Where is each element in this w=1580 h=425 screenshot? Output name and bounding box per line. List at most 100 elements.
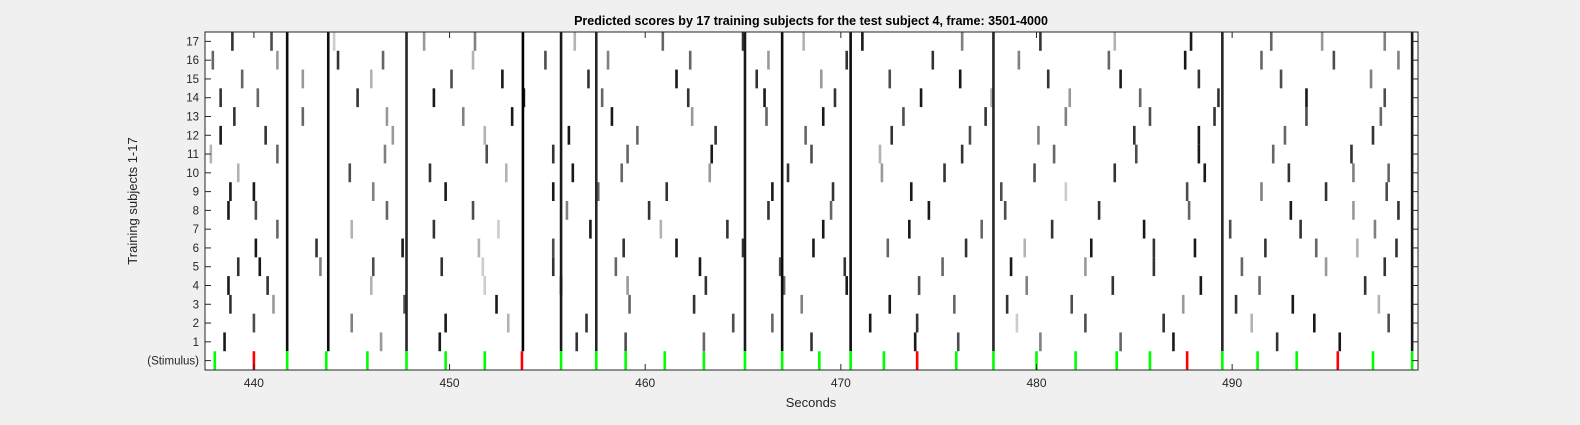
score-bar	[585, 313, 588, 333]
score-bar	[743, 32, 747, 352]
stimulus-event	[1148, 351, 1152, 370]
score-bar	[1221, 32, 1224, 352]
score-bar	[980, 219, 984, 239]
score-bar	[348, 163, 352, 183]
score-bar	[1395, 238, 1398, 258]
score-bar	[1369, 69, 1373, 89]
score-bar	[943, 163, 946, 183]
score-bar	[1152, 257, 1156, 277]
score-bar	[810, 332, 813, 352]
score-bar	[223, 332, 226, 352]
x-tick-label: 490	[1222, 376, 1242, 390]
score-bar	[771, 313, 774, 333]
stimulus-event	[252, 351, 256, 370]
score-bar	[1107, 50, 1111, 70]
score-bar	[800, 294, 804, 314]
score-bar	[391, 125, 395, 145]
score-bar	[495, 294, 498, 314]
score-bar	[240, 69, 244, 89]
score-bar	[1181, 294, 1185, 314]
score-bar	[483, 276, 487, 295]
score-bar	[405, 32, 408, 352]
score-bar	[902, 107, 905, 126]
score-bar	[422, 32, 426, 51]
score-bar	[1332, 50, 1336, 70]
score-bar	[1250, 313, 1253, 333]
score-bar	[510, 107, 514, 126]
score-bar	[1113, 163, 1117, 183]
score-bar	[326, 32, 330, 352]
score-bar	[636, 125, 639, 145]
score-bar	[1352, 201, 1355, 220]
score-bar	[908, 219, 911, 239]
score-bar	[622, 238, 625, 258]
score-bar	[755, 69, 759, 89]
score-bar	[1324, 257, 1328, 277]
score-bar	[236, 163, 240, 183]
stimulus-event	[849, 351, 852, 370]
score-bar	[1260, 50, 1263, 70]
score-bar	[878, 144, 882, 164]
score-bar	[1397, 50, 1400, 70]
score-bar	[1037, 125, 1040, 145]
score-bar	[726, 219, 729, 239]
stimulus-event	[213, 351, 217, 370]
score-bar	[665, 182, 669, 201]
score-bar	[763, 88, 766, 108]
score-bar	[1046, 69, 1050, 89]
score-bar	[868, 313, 872, 333]
score-bar	[229, 182, 232, 201]
score-bar	[254, 238, 258, 258]
score-bar	[620, 163, 624, 183]
score-bar	[1084, 257, 1087, 277]
score-bar	[626, 144, 629, 164]
score-bar	[1172, 332, 1175, 352]
y-tick-label: 8	[193, 205, 199, 217]
stimulus-event	[405, 351, 408, 370]
stimulus-event	[366, 351, 369, 370]
score-bar	[1217, 88, 1220, 108]
stimulus-event	[818, 351, 821, 370]
score-bar	[211, 50, 215, 70]
score-bar	[1187, 201, 1191, 220]
score-bar	[381, 50, 385, 70]
score-bar	[401, 238, 404, 258]
score-bar	[1023, 238, 1027, 258]
score-bar	[1039, 332, 1042, 352]
stimulus-event	[992, 351, 995, 370]
score-bar	[845, 50, 849, 70]
score-bar	[266, 276, 269, 295]
score-bar	[1320, 32, 1324, 51]
score-bar	[741, 238, 745, 258]
score-bar	[461, 107, 465, 126]
score-bar	[1138, 88, 1142, 108]
score-bar	[497, 219, 500, 239]
score-bar	[254, 201, 258, 220]
x-axis-label: Seconds	[786, 395, 837, 410]
score-bar	[821, 107, 825, 126]
score-bar	[231, 32, 234, 51]
score-bar	[600, 88, 604, 108]
score-bar	[544, 50, 547, 70]
score-bar	[1113, 32, 1117, 51]
score-bar	[233, 107, 236, 126]
score-bar	[1003, 201, 1007, 220]
score-bar	[917, 276, 921, 295]
stimulus-event	[1074, 351, 1077, 370]
score-bar	[567, 125, 571, 145]
y-tick-label: 2	[193, 318, 199, 330]
score-bar	[1068, 88, 1072, 108]
score-bar	[1197, 144, 1201, 164]
score-bar	[804, 125, 807, 145]
y-tick-label: 15	[186, 74, 199, 86]
score-bar	[1111, 276, 1115, 295]
score-bar	[276, 144, 279, 164]
score-bar	[356, 88, 359, 108]
score-bar	[1352, 163, 1355, 183]
score-bar	[270, 32, 273, 51]
score-bar	[219, 88, 222, 108]
score-bar	[1134, 144, 1138, 164]
stimulus-event	[743, 351, 747, 370]
score-bar	[301, 69, 305, 89]
